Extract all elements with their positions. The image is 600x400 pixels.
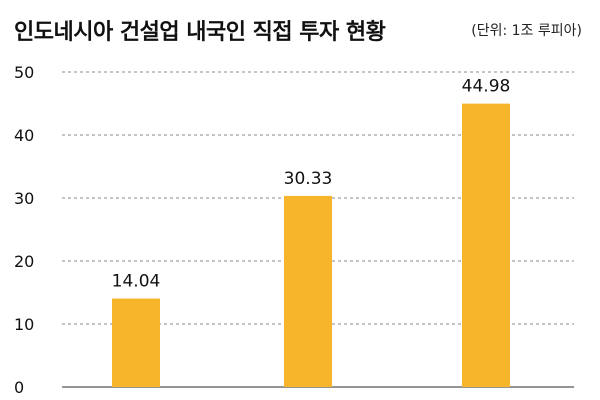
y-tick-label: 50 xyxy=(14,63,34,82)
y-tick-label: 40 xyxy=(14,126,34,145)
bar-value-label: 30.33 xyxy=(284,169,333,189)
y-tick-label: 30 xyxy=(14,189,34,208)
bars-layer xyxy=(112,103,510,387)
y-tick-label: 10 xyxy=(14,315,34,334)
y-tick-label: 20 xyxy=(14,252,34,271)
bar xyxy=(112,298,160,387)
bar xyxy=(284,195,332,387)
bar-value-label: 14.04 xyxy=(112,272,161,292)
y-axis: 0 10 20 30 40 50 xyxy=(14,63,34,397)
data-labels-layer: 14.04 30.33 44.98 xyxy=(112,77,511,292)
bar xyxy=(462,103,510,387)
chart-title: 인도네시아 건설업 내국인 직접 투자 현황 xyxy=(14,20,386,45)
bar-value-label: 44.98 xyxy=(462,77,511,97)
unit-note: (단위: 1조 루피아) xyxy=(471,23,582,39)
y-tick-label: 0 xyxy=(14,378,24,397)
